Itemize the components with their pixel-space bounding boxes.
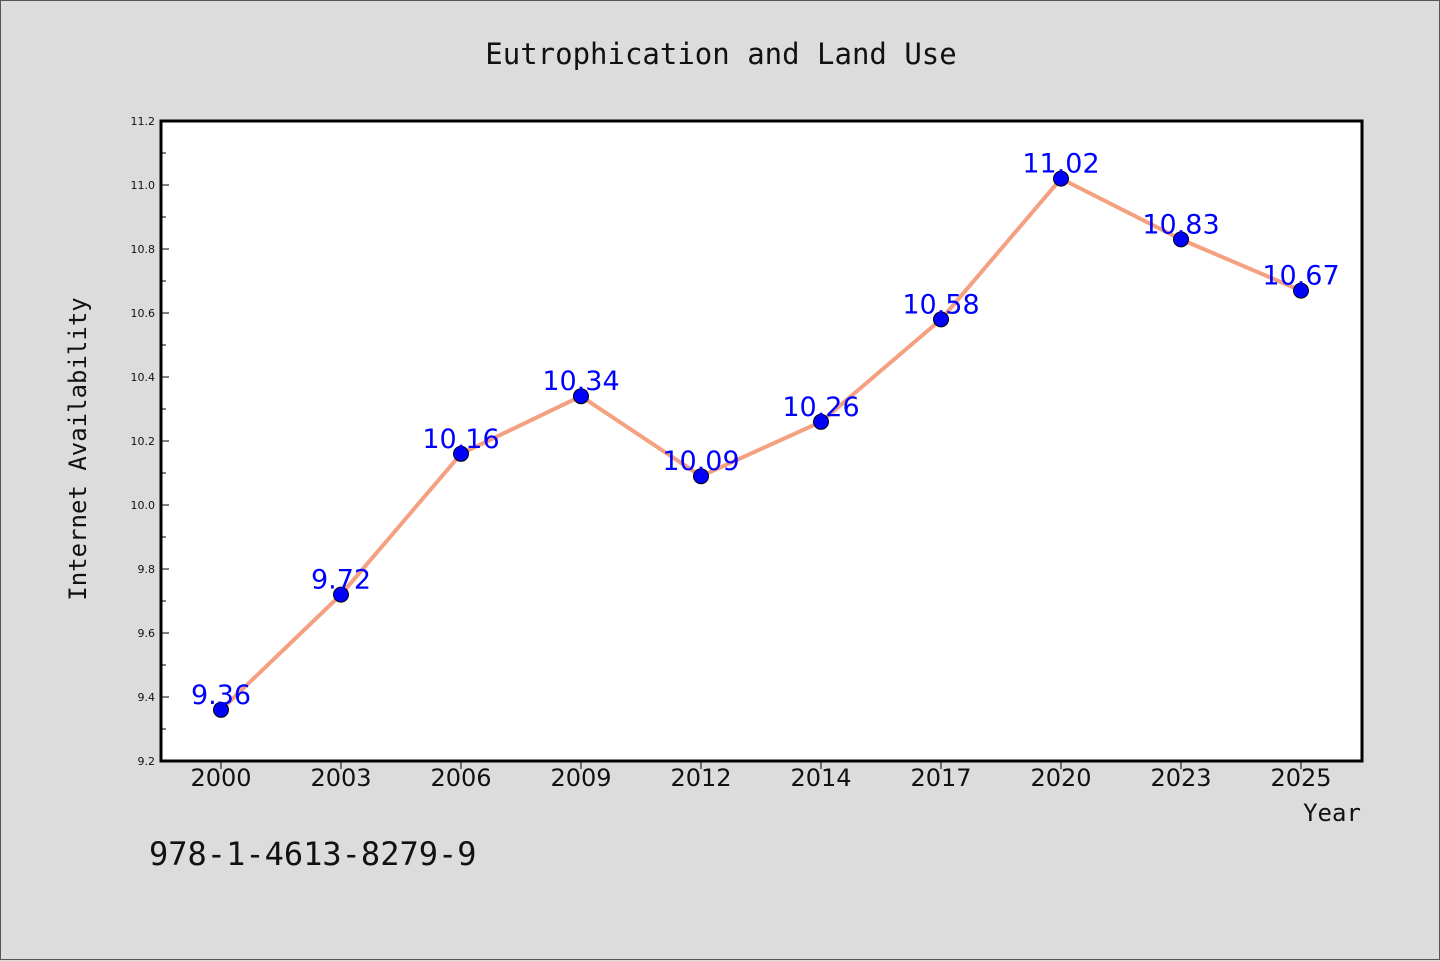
y-tick-label: 10.6 [131,307,156,320]
data-label: 10.67 [1262,261,1339,292]
data-label: 10.34 [542,366,619,397]
y-tick-label: 10.8 [131,243,156,256]
x-axis-label: Year [1303,799,1361,827]
y-tick-label: 11.0 [131,179,156,192]
data-point [573,388,589,405]
data-point [213,701,229,718]
chart-title: Eutrophication and Land Use [485,37,956,71]
x-tick-label: 2009 [550,764,611,792]
y-tick-label: 9.6 [138,627,156,640]
y-tick-label: 10.4 [131,371,156,384]
data-point [453,445,469,462]
data-point [1293,282,1309,299]
series-layer: 9.36 9.72 10.16 10.34 10.09 10.26 10.58 11.02 10… [191,149,1340,718]
x-tick-label: 2012 [670,764,731,792]
x-tick-label: 2020 [1030,764,1091,792]
data-point [933,311,949,328]
x-tick-label: 2023 [1150,764,1211,792]
data-label: 10.16 [422,424,499,455]
y-axis: 9.2 9.4 9.6 9.8 10.0 10.2 10.4 10.6 10.8 11.0 11.2 [131,115,169,768]
data-point [813,413,829,430]
data-point [1053,170,1069,187]
data-label: 11.02 [1022,149,1099,180]
y-tick-label: 9.4 [138,691,156,704]
y-tick-label: 10.2 [131,435,156,448]
x-tick-label: 2006 [430,764,491,792]
data-point [1173,231,1189,248]
data-point [333,586,349,603]
y-tick-label: 10.0 [131,499,156,512]
x-axis: 2000 2003 2006 2009 2012 2014 2017 2020 2023 2025 [190,761,1332,792]
y-axis-label: Internet Availability [64,297,92,600]
data-label: 9.72 [311,565,371,596]
x-tick-label: 2017 [910,764,971,792]
data-label: 9.36 [191,680,251,711]
x-tick-label: 2003 [310,764,371,792]
data-label: 10.58 [902,289,979,320]
y-tick-label: 9.2 [138,755,156,768]
x-tick-label: 2000 [190,764,251,792]
x-tick-label: 2014 [790,764,851,792]
y-tick-label: 11.2 [131,115,156,128]
isbn-text: 978-1-4613-8279-9 [149,835,477,873]
data-label: 10.26 [782,392,859,423]
series-line [219,176,1302,712]
data-label: 10.09 [662,446,739,477]
data-label: 10.83 [1142,209,1219,240]
y-tick-label: 9.8 [138,563,156,576]
x-tick-label: 2025 [1270,764,1331,792]
data-point [693,468,709,485]
